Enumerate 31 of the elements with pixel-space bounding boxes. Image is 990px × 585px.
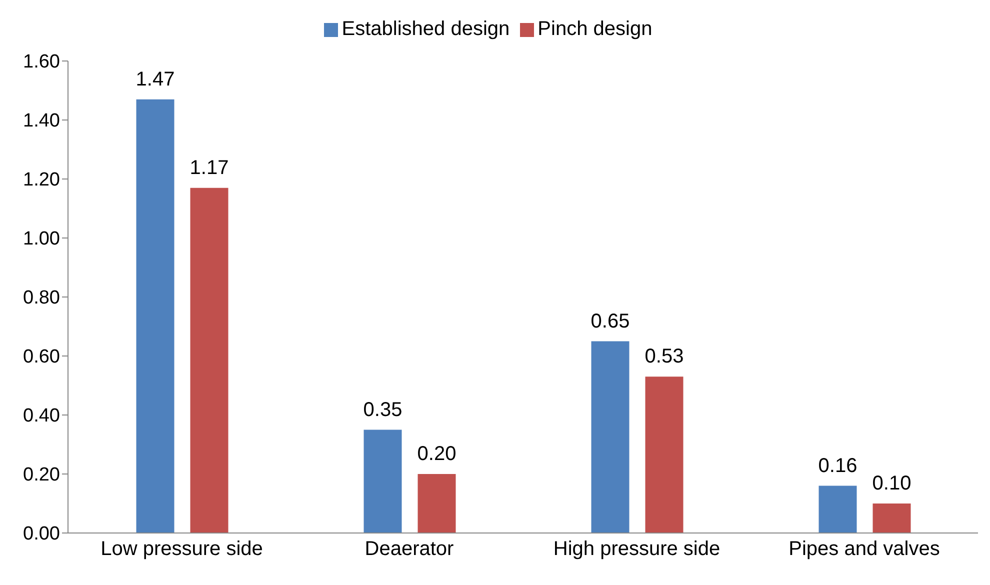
data-label: 0.20	[417, 443, 456, 465]
data-label: 0.65	[590, 310, 630, 332]
y-tick-label: 1.00	[23, 228, 60, 250]
y-tick-label: 1.20	[23, 170, 60, 191]
y-tick-label: 1.40	[23, 110, 60, 132]
data-label: 1.17	[190, 156, 229, 179]
legend-label: Pinch design	[538, 18, 652, 40]
data-label: 0.35	[363, 398, 402, 421]
data-label: 0.16	[818, 454, 858, 477]
y-tick-label: 0.20	[23, 464, 60, 486]
bar	[818, 486, 857, 533]
bar	[418, 474, 456, 533]
y-tick-label: 0.00	[23, 524, 60, 545]
bar	[645, 376, 684, 533]
bar	[872, 504, 911, 533]
x-tick-label: Deaerator	[364, 538, 454, 560]
legend-label: Established design	[342, 18, 510, 40]
bar	[190, 188, 228, 533]
x-tick-label: Pipes and valves	[788, 538, 940, 560]
x-tick-label: High pressure side	[553, 538, 720, 560]
data-label: 1.47	[136, 68, 175, 90]
bar	[136, 99, 174, 533]
data-label: 0.53	[644, 346, 684, 368]
x-tick-label: Low pressure side	[100, 538, 263, 560]
bar	[591, 341, 630, 533]
y-tick-label: 0.40	[23, 406, 60, 427]
y-tick-label: 0.80	[23, 288, 60, 309]
data-label: 0.10	[872, 472, 912, 494]
bar	[364, 430, 402, 533]
y-tick-label: 0.60	[23, 346, 60, 368]
y-tick-label: 1.60	[23, 52, 60, 73]
